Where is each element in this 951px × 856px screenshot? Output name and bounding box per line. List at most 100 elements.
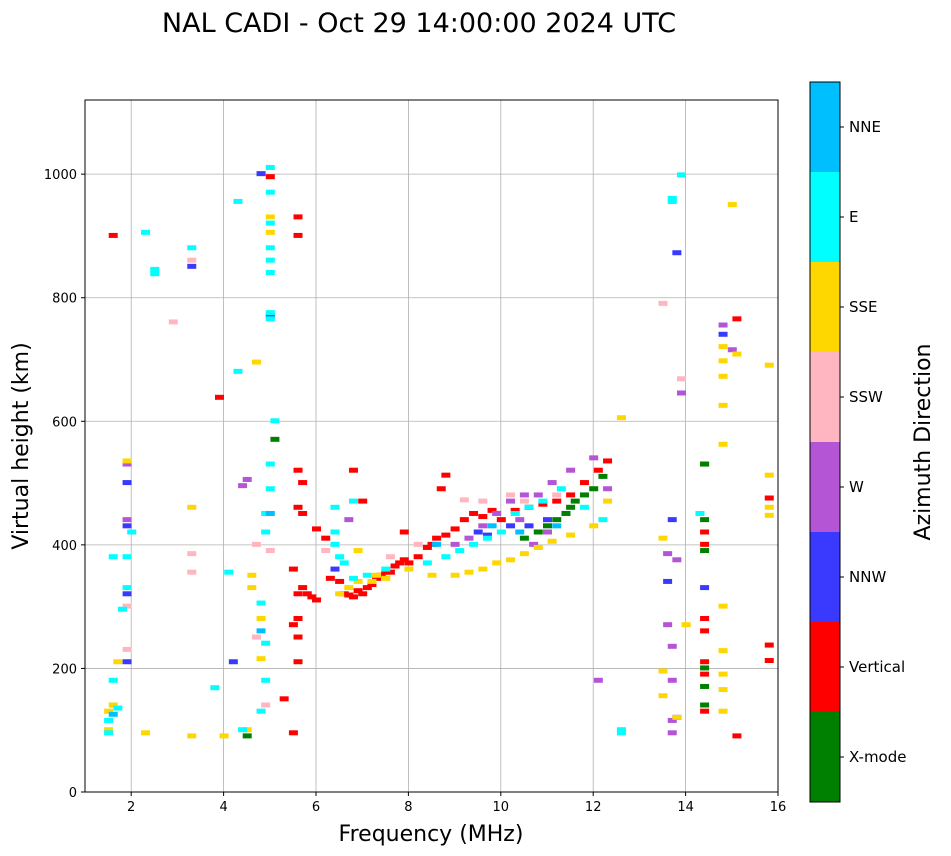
data-point-sse [265,214,275,220]
data-point-sse [718,358,728,364]
data-point-vertical [700,541,710,547]
data-point-sse [256,616,266,621]
data-point-sse [478,566,488,572]
data-point-e [122,554,132,560]
data-point-w [667,643,677,649]
data-point-nnw [265,313,275,319]
data-point-sse [764,504,774,510]
data-point-e [265,189,275,195]
data-point-sse [344,585,354,591]
data-point-vertical [288,730,298,736]
data-point-nnw [122,480,132,486]
data-point-sse [718,671,728,677]
colorbar-segment [810,532,840,622]
data-point-sse [381,575,391,581]
data-point-sse [104,708,114,714]
y-tick-label: 200 [52,662,77,677]
data-point-vertical [358,591,368,597]
data-point-w [547,480,557,486]
data-point-w [533,492,543,498]
data-point-vertical [603,458,613,464]
data-point-vertical [700,671,710,677]
data-point-vertical [344,592,354,598]
data-point-sse [113,659,123,665]
data-point-e [422,560,432,566]
data-point-vertical [339,591,349,597]
data-point-vertical [552,498,562,504]
data-point-e [261,640,271,646]
data-point-vertical [764,495,774,501]
data-point-e [616,730,626,736]
colorbar-label: SSW [849,388,883,406]
data-point-sse [335,591,345,597]
data-point-vertical [353,588,363,594]
data-point-vertical [321,535,331,541]
colorbar-segment [810,82,840,172]
data-point-sse [718,603,728,609]
data-point-sse [265,229,275,235]
data-point-nnw [718,331,728,337]
colorbar-label: NNW [849,568,886,586]
data-point-x-mode [561,510,571,516]
data-point-ssw [478,498,488,504]
data-point-e [265,245,275,251]
data-point-e [233,198,243,204]
data-point-e [676,172,686,178]
data-point-vertical [432,535,442,541]
data-point-ssw [658,300,668,306]
data-point-sse [242,727,252,733]
data-point-vertical [422,544,432,550]
data-point-x-mode [533,529,543,535]
colorbar-segment [810,262,840,352]
data-point-nnw [187,263,197,269]
data-point-e [108,677,118,683]
data-point-vertical [367,582,377,588]
data-point-sse [450,572,460,578]
data-point-vertical [395,560,405,566]
data-point-ssw [187,569,197,575]
data-point-e [381,566,391,572]
data-point-e [270,418,280,424]
data-point-ssw [251,634,261,640]
data-point-sse [247,585,257,591]
data-point-nnw [256,171,266,177]
data-point-w [492,510,502,516]
data-points [104,164,774,739]
data-point-ssw [251,541,261,547]
data-point-sse [427,572,437,578]
data-point-vertical [293,467,303,473]
data-point-vertical [436,486,446,492]
data-point-ssw [552,492,562,498]
data-point-e [469,541,479,547]
data-point-ssw [265,548,275,554]
data-point-sse [464,569,474,575]
data-point-vertical [459,517,469,523]
y-tick-label: 800 [52,292,77,307]
data-point-sse [718,402,728,408]
data-point-e [616,727,626,733]
data-point-sse [718,687,728,693]
data-point-nne [265,510,275,516]
data-point-sse [547,538,557,544]
x-tick-label: 8 [404,800,412,815]
data-point-sse [141,730,151,736]
data-point-e [233,368,243,374]
x-axis-title: Frequency (MHz) [339,822,524,847]
data-point-vertical [450,526,460,532]
colorbar-segment [810,442,840,532]
data-point-sse [718,708,728,714]
x-tick-label: 12 [585,800,602,815]
data-point-e [117,606,127,612]
data-point-e [127,529,137,535]
data-point-ssw [122,603,132,609]
data-point-e [113,705,123,711]
data-point-w [344,517,354,523]
data-point-vertical [496,517,506,523]
data-point-sse [533,544,543,550]
data-point-w [242,476,252,482]
data-point-vertical [399,557,409,563]
data-point-w [529,541,539,547]
data-point-nne [256,628,266,634]
x-tick-label: 4 [219,800,227,815]
data-point-sse [616,415,626,421]
